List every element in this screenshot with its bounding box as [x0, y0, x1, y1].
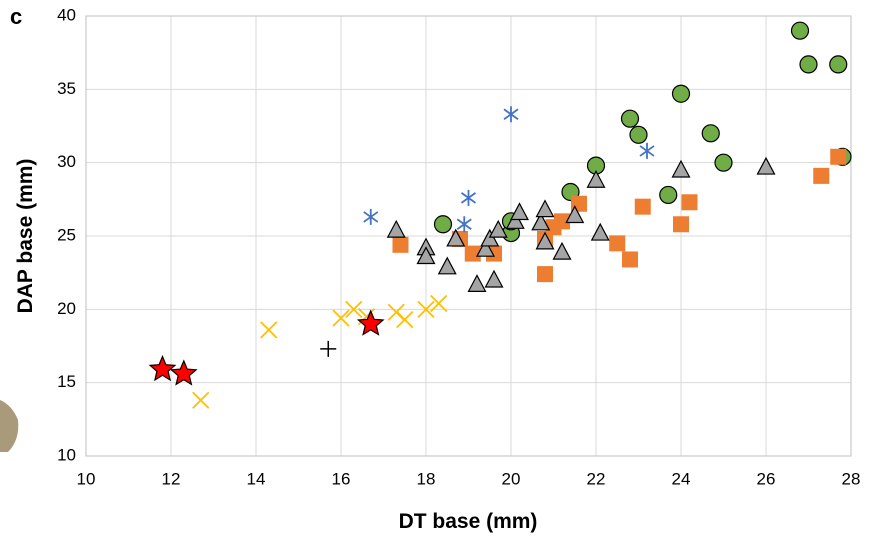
marker [430, 294, 448, 313]
x-tick-label: 20 [502, 469, 521, 488]
marker [590, 222, 610, 241]
marker [799, 55, 818, 74]
marker [503, 106, 519, 123]
marker [586, 169, 606, 188]
marker [416, 246, 436, 265]
marker [392, 236, 409, 253]
marker [488, 219, 508, 238]
y-tick-label: 10 [57, 445, 76, 464]
marker [535, 231, 555, 250]
marker [320, 340, 337, 357]
marker [829, 55, 848, 74]
marker [396, 310, 414, 329]
plot-border [85, 15, 852, 457]
marker [756, 156, 776, 175]
marker [484, 269, 504, 288]
x-tick-label: 28 [842, 469, 861, 488]
marker [681, 194, 698, 211]
marker [437, 256, 457, 275]
marker [169, 359, 198, 386]
y-tick-label: 25 [57, 225, 76, 244]
marker [714, 153, 733, 172]
marker [790, 21, 810, 40]
marker [476, 238, 495, 257]
y-tick-label: 40 [57, 5, 76, 24]
marker [345, 300, 363, 318]
image-fragment [0, 400, 19, 452]
x-tick-label: 16 [332, 469, 351, 488]
y-tick-label: 30 [57, 152, 76, 171]
marker [531, 212, 551, 231]
marker [609, 235, 626, 252]
x-tick-label: 14 [247, 469, 266, 488]
marker [659, 185, 678, 205]
x-tick-label: 12 [162, 469, 181, 488]
marker [620, 109, 640, 128]
marker [554, 213, 570, 230]
marker [671, 159, 691, 178]
x-tick-label: 24 [672, 469, 691, 488]
marker [565, 205, 585, 224]
marker [480, 228, 500, 247]
marker [510, 202, 529, 221]
y-axis-label: DAP base (mm) [14, 159, 37, 314]
x-tick-label: 26 [757, 469, 776, 488]
y-tick-label: 35 [57, 79, 76, 98]
marker [535, 199, 555, 218]
marker [464, 245, 481, 262]
marker [701, 124, 720, 143]
x-tick-label: 10 [77, 469, 96, 488]
marker [386, 219, 406, 238]
marker [417, 300, 435, 318]
panel-label: c [10, 4, 22, 29]
marker [552, 241, 572, 260]
x-tick-label: 18 [417, 469, 436, 488]
marker [673, 216, 689, 233]
marker [671, 84, 691, 103]
marker [356, 309, 385, 336]
y-tick-label: 15 [57, 372, 76, 391]
marker [629, 125, 648, 144]
marker [446, 228, 466, 247]
marker [830, 148, 847, 165]
marker [260, 321, 278, 339]
marker [622, 251, 638, 268]
marker [634, 198, 651, 215]
marker [148, 354, 177, 382]
x-tick-label: 22 [587, 469, 606, 488]
y-tick-label: 20 [57, 299, 76, 318]
marker [332, 309, 350, 327]
marker [456, 216, 472, 233]
marker [537, 266, 553, 283]
marker [505, 211, 525, 229]
marker [192, 391, 210, 409]
marker [363, 208, 379, 225]
x-axis-label: DT base (mm) [399, 510, 538, 533]
marker [467, 274, 487, 292]
marker [460, 189, 477, 206]
marker [433, 215, 453, 234]
marker [639, 142, 655, 159]
marker [813, 167, 830, 184]
